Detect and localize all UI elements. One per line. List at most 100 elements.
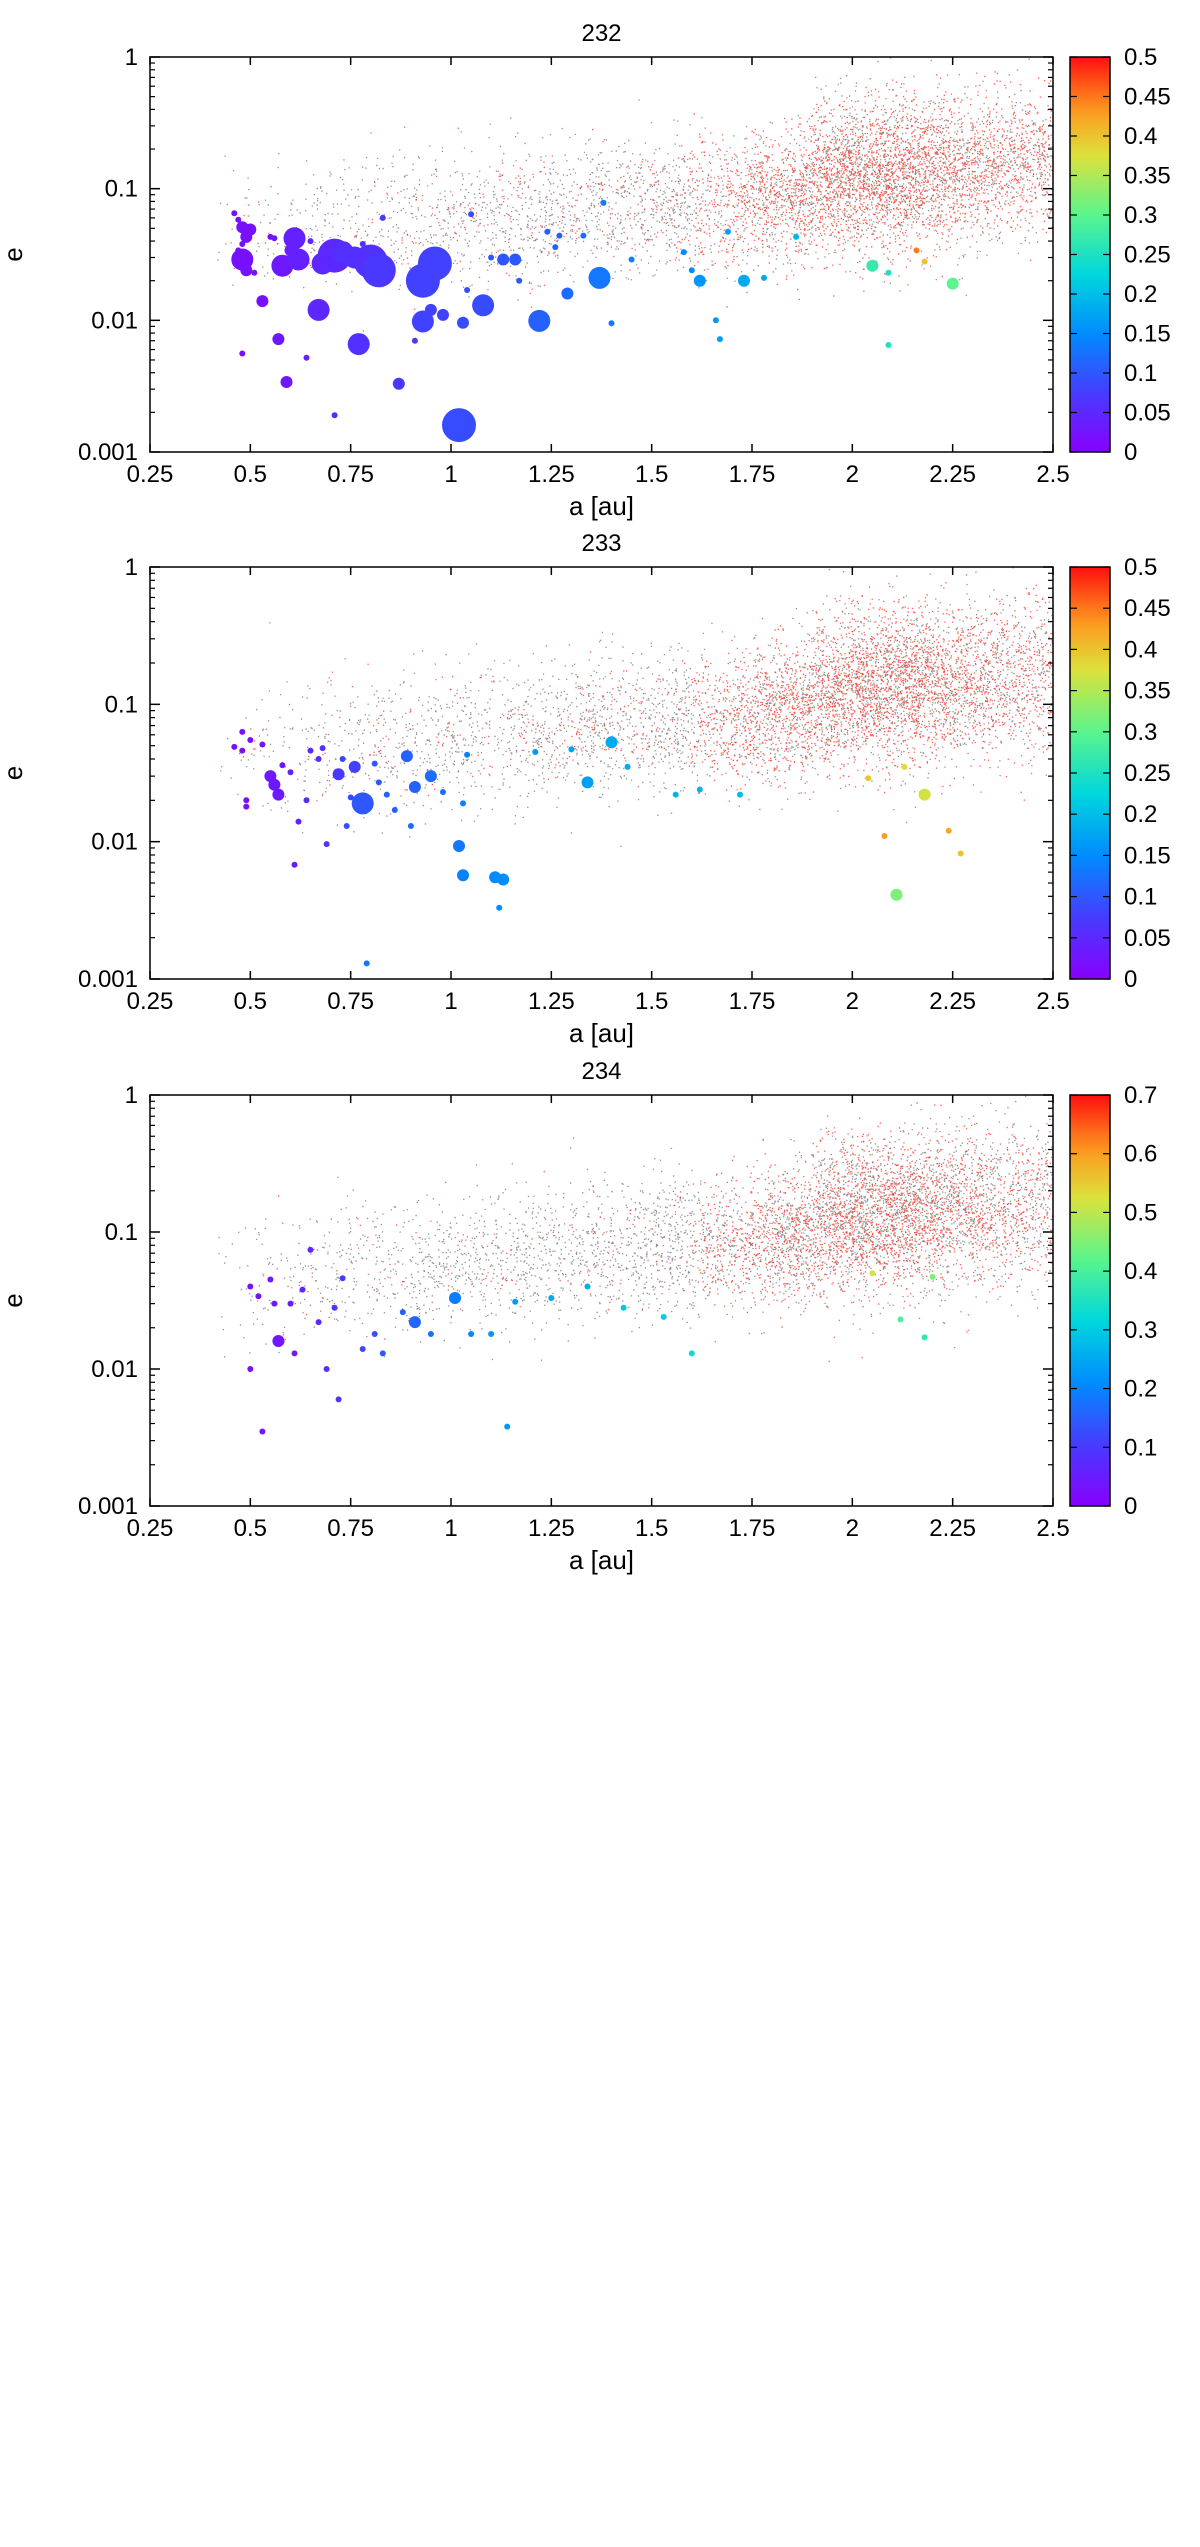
data-point — [231, 210, 238, 217]
data-point — [890, 888, 903, 901]
data-point — [464, 751, 471, 758]
colorbar-tick-label: 0.2 — [1124, 801, 1157, 828]
data-point — [580, 232, 587, 239]
colorbar-tick-label: 0.1 — [1124, 1434, 1157, 1461]
particles-red — [221, 571, 1053, 833]
data-point — [363, 960, 370, 967]
data-point — [407, 823, 414, 829]
colorbar-tick-label: 0 — [1124, 439, 1137, 466]
data-point — [379, 1350, 386, 1357]
data-point — [243, 797, 250, 804]
data-point — [339, 756, 346, 762]
data-point — [271, 235, 278, 242]
data-point — [457, 316, 469, 329]
data-point — [496, 904, 503, 911]
y-tick-label: 0.1 — [105, 1219, 138, 1246]
data-point — [283, 227, 306, 250]
y-tick-label: 0.001 — [78, 1493, 138, 1520]
colorbar-tick-label: 0.5 — [1124, 44, 1157, 71]
colorbar-tick-label: 0.35 — [1124, 163, 1171, 190]
data-point — [259, 1428, 266, 1435]
plot-frame — [149, 56, 1054, 453]
data-point — [279, 762, 286, 769]
y-tick-label: 0.001 — [78, 439, 138, 466]
chart-title: 234 — [581, 1058, 621, 1085]
x-axis-label: a [au] — [569, 1018, 634, 1048]
data-point — [319, 745, 326, 752]
data-point — [259, 741, 266, 748]
colorbar-tick-label: 0.1 — [1124, 884, 1157, 911]
data-point — [761, 274, 767, 281]
data-point — [672, 791, 679, 798]
chart-panel-232: 0.25 0.5 0.75 1 1.25 1.5 1.75 2 2.25 2.5 0.001 0.01… — [0, 20, 1171, 521]
x-tick-label: 2.25 — [929, 461, 976, 488]
y-axis-label: e — [0, 1293, 28, 1307]
y-tick-label: 0.1 — [105, 176, 138, 203]
x-tick-label: 0.5 — [234, 461, 267, 488]
data-point — [400, 750, 413, 763]
data-point — [929, 1273, 936, 1280]
x-tick-label: 2 — [846, 988, 859, 1015]
colorbar-tick-label: 0.3 — [1124, 202, 1157, 229]
colorbar-tick-label: 0.5 — [1124, 554, 1157, 581]
bodies — [231, 728, 964, 967]
data-point — [339, 1275, 346, 1282]
data-point — [291, 1350, 298, 1357]
data-point — [588, 266, 611, 289]
data-point — [315, 1319, 322, 1326]
x-tick-label: 2.5 — [1036, 988, 1069, 1015]
plot-frame — [149, 1094, 1054, 1507]
x-tick-label: 0.5 — [234, 1515, 267, 1542]
particles-dark — [220, 567, 1053, 847]
colorbar-tick-label: 0.15 — [1124, 321, 1171, 348]
data-point — [371, 760, 378, 767]
data-point — [359, 241, 366, 247]
data-point — [512, 1298, 519, 1305]
data-point — [251, 269, 258, 276]
y-tick-label: 0.01 — [91, 829, 138, 856]
data-point — [453, 840, 465, 852]
data-point — [256, 295, 269, 308]
data-point — [247, 1283, 254, 1290]
x-tick-label: 2.5 — [1036, 1515, 1069, 1542]
x-tick-label: 1.75 — [729, 461, 776, 488]
data-point — [581, 776, 594, 789]
data-point — [737, 791, 743, 798]
data-point — [408, 781, 421, 793]
x-tick-label: 0.25 — [127, 1515, 174, 1542]
x-tick-label: 1.75 — [729, 988, 776, 1015]
data-point — [411, 337, 418, 344]
data-point — [323, 1366, 330, 1372]
data-point — [712, 317, 719, 324]
colorbar-tick-label: 0.5 — [1124, 1199, 1157, 1226]
data-point — [918, 788, 931, 801]
data-point — [307, 238, 314, 245]
data-point — [488, 1331, 495, 1337]
data-point — [497, 873, 510, 886]
data-point — [457, 869, 469, 882]
y-tick-label: 0.01 — [91, 307, 138, 334]
data-point — [315, 756, 322, 762]
data-point — [881, 833, 888, 839]
data-point — [660, 1313, 667, 1320]
data-point — [901, 763, 908, 770]
data-point — [239, 241, 246, 247]
data-point — [247, 1366, 254, 1372]
background-particles — [217, 57, 1053, 332]
data-point — [255, 1293, 262, 1300]
data-point — [608, 320, 615, 327]
data-point — [869, 1270, 876, 1277]
data-point — [243, 803, 250, 810]
data-point — [628, 256, 635, 263]
particles-dark — [217, 60, 1053, 332]
data-point — [620, 1304, 627, 1311]
data-point — [561, 287, 574, 300]
data-point — [271, 1300, 278, 1307]
x-tick-label: 1 — [444, 1515, 457, 1542]
data-point — [351, 792, 374, 815]
data-point — [468, 211, 475, 218]
data-point — [688, 1350, 695, 1357]
x-tick-label: 2 — [846, 461, 859, 488]
data-point — [347, 333, 370, 356]
